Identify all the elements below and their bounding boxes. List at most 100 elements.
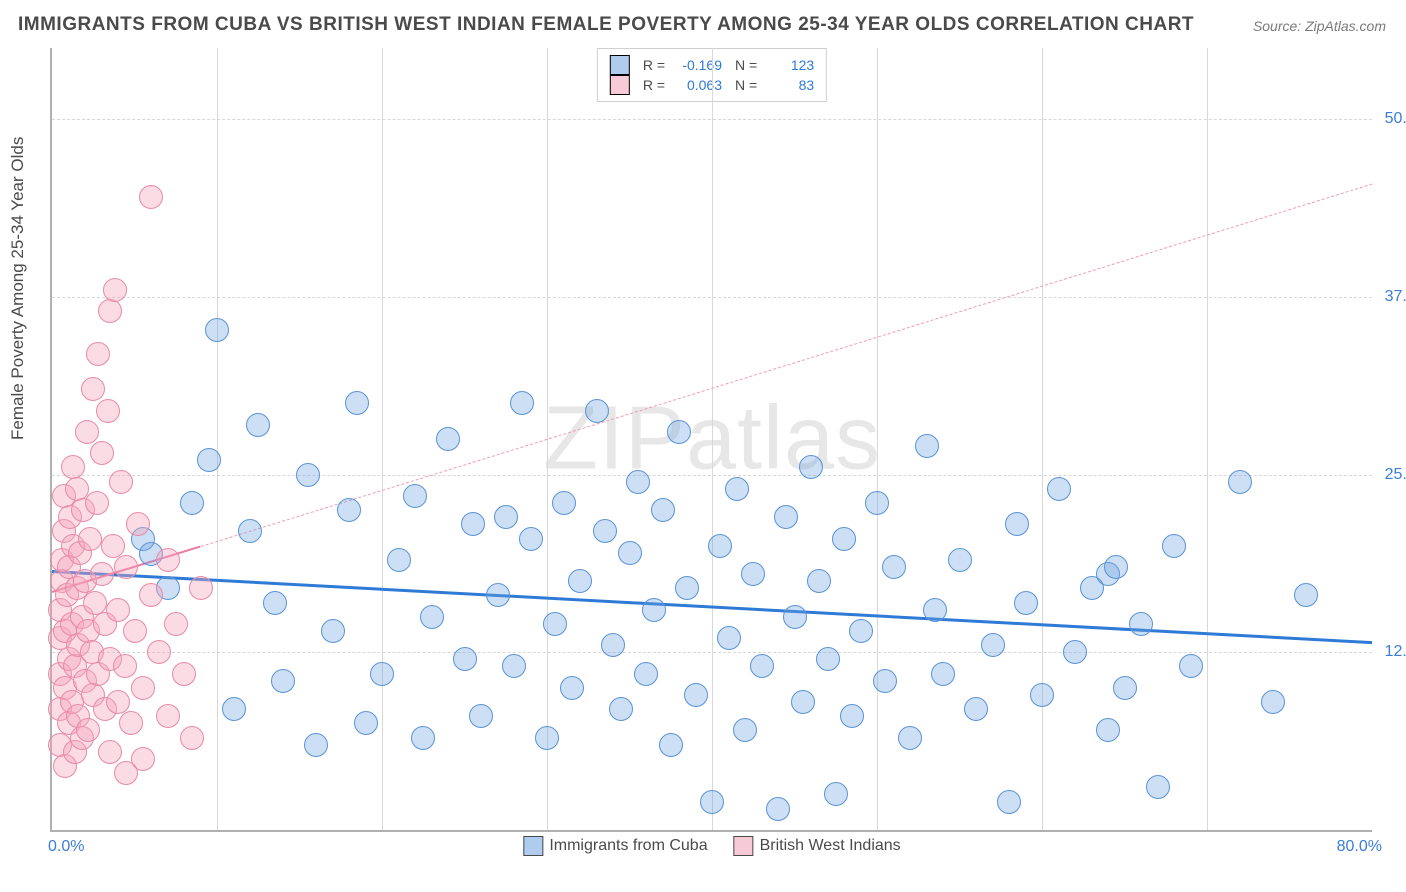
data-point-blue <box>502 654 526 678</box>
data-point-blue <box>849 619 873 643</box>
data-point-blue <box>494 505 518 529</box>
data-point-blue <box>205 318 229 342</box>
gridline-v <box>1207 48 1208 830</box>
data-point-blue <box>832 527 856 551</box>
data-point-blue <box>791 690 815 714</box>
data-point-blue <box>865 491 889 515</box>
data-point-blue <box>675 576 699 600</box>
chart-title: IMMIGRANTS FROM CUBA VS BRITISH WEST IND… <box>18 14 1194 36</box>
data-point-blue <box>609 697 633 721</box>
data-point-pink <box>61 455 85 479</box>
data-point-blue <box>1129 612 1153 636</box>
data-point-pink <box>90 562 114 586</box>
data-point-blue <box>222 697 246 721</box>
data-point-pink <box>103 278 127 302</box>
data-point-pink <box>114 761 138 785</box>
data-point-blue <box>370 662 394 686</box>
data-point-blue <box>453 647 477 671</box>
data-point-pink <box>106 598 130 622</box>
data-point-blue <box>593 519 617 543</box>
data-point-blue <box>981 633 1005 657</box>
data-point-blue <box>733 718 757 742</box>
data-point-blue <box>304 733 328 757</box>
data-point-blue <box>873 669 897 693</box>
source-attribution: Source: ZipAtlas.com <box>1253 18 1386 34</box>
data-point-blue <box>535 726 559 750</box>
data-point-blue <box>387 548 411 572</box>
data-point-blue <box>1005 512 1029 536</box>
gridline-v <box>712 48 713 830</box>
data-point-blue <box>923 598 947 622</box>
data-point-blue <box>560 676 584 700</box>
gridline-v <box>1042 48 1043 830</box>
data-point-blue <box>197 448 221 472</box>
data-point-pink <box>164 612 188 636</box>
n-label: N = <box>732 77 760 93</box>
data-point-blue <box>543 612 567 636</box>
data-point-blue <box>700 790 724 814</box>
data-point-blue <box>717 626 741 650</box>
scatter-plot-area: ZIPatlas R = -0.169 N = 123 R = 0.063 N … <box>50 48 1372 832</box>
data-point-blue <box>634 662 658 686</box>
data-point-blue <box>898 726 922 750</box>
data-point-blue <box>997 790 1021 814</box>
data-point-blue <box>1294 583 1318 607</box>
y-tick-label: 37.5% <box>1380 288 1406 306</box>
data-point-blue <box>469 704 493 728</box>
r-value-pink: 0.063 <box>678 77 722 93</box>
data-point-blue <box>651 498 675 522</box>
data-point-blue <box>708 534 732 558</box>
data-point-blue <box>585 399 609 423</box>
data-point-pink <box>139 583 163 607</box>
data-point-blue <box>461 512 485 536</box>
data-point-pink <box>98 740 122 764</box>
data-point-blue <box>948 548 972 572</box>
data-point-blue <box>238 519 262 543</box>
data-point-blue <box>1096 718 1120 742</box>
data-point-blue <box>642 598 666 622</box>
data-point-blue <box>750 654 774 678</box>
data-point-pink <box>180 726 204 750</box>
data-point-blue <box>321 619 345 643</box>
data-point-blue <box>807 569 831 593</box>
y-tick-label: 12.5% <box>1380 643 1406 661</box>
gridline-v <box>217 48 218 830</box>
data-point-blue <box>345 391 369 415</box>
legend-label-pink: British West Indians <box>760 837 901 854</box>
data-point-blue <box>840 704 864 728</box>
data-point-blue <box>931 662 955 686</box>
data-point-pink <box>101 534 125 558</box>
data-point-blue <box>263 591 287 615</box>
y-tick-label: 25.0% <box>1380 466 1406 484</box>
data-point-blue <box>510 391 534 415</box>
data-point-blue <box>659 733 683 757</box>
data-point-blue <box>519 527 543 551</box>
r-label: R = <box>640 77 668 93</box>
legend-item-pink: British West Indians <box>734 836 901 856</box>
data-point-pink <box>106 690 130 714</box>
data-point-pink <box>131 676 155 700</box>
data-point-pink <box>109 470 133 494</box>
data-point-blue <box>552 491 576 515</box>
x-tick-max: 80.0% <box>1337 838 1382 856</box>
data-point-blue <box>1228 470 1252 494</box>
data-point-blue <box>354 711 378 735</box>
data-point-blue <box>403 484 427 508</box>
data-point-blue <box>882 555 906 579</box>
swatch-pink-icon <box>610 75 630 95</box>
data-point-blue <box>420 605 444 629</box>
data-point-blue <box>1113 676 1137 700</box>
data-point-blue <box>337 498 361 522</box>
data-point-blue <box>246 413 270 437</box>
legend-label-blue: Immigrants from Cuba <box>549 837 707 854</box>
data-point-pink <box>147 640 171 664</box>
data-point-pink <box>76 718 100 742</box>
trendline-pink-extrapolated <box>200 183 1372 547</box>
data-point-pink <box>126 512 150 536</box>
data-point-blue <box>816 647 840 671</box>
data-point-blue <box>1047 477 1071 501</box>
x-tick-min: 0.0% <box>48 838 84 856</box>
data-point-pink <box>156 704 180 728</box>
n-value-blue: 123 <box>770 57 814 73</box>
data-point-blue <box>436 427 460 451</box>
